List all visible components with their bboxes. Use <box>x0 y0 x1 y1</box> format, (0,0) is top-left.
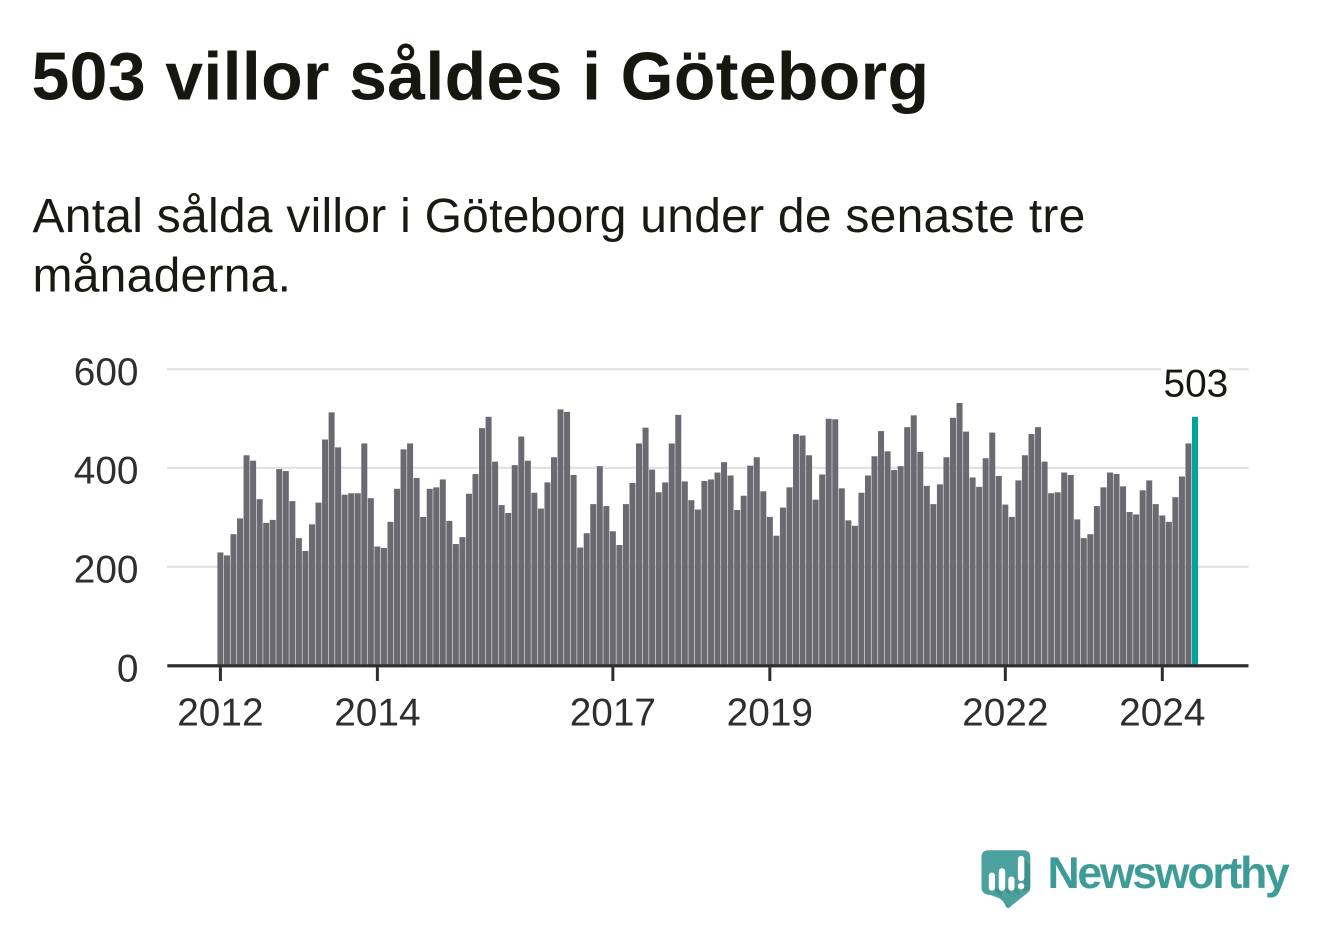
svg-text:503 villor såldes i Göteborg: 503 villor såldes i Göteborg <box>32 39 930 115</box>
svg-text:2019: 2019 <box>727 692 813 735</box>
svg-text:200: 200 <box>74 548 139 591</box>
svg-text:0: 0 <box>117 648 139 691</box>
svg-text:400: 400 <box>74 449 139 492</box>
svg-text:503: 503 <box>1164 362 1229 405</box>
svg-text:2017: 2017 <box>570 692 656 735</box>
svg-text:2024: 2024 <box>1119 692 1205 735</box>
svg-text:2014: 2014 <box>334 692 420 735</box>
svg-text:Newsworthy: Newsworthy <box>1048 849 1291 898</box>
svg-text:2012: 2012 <box>177 692 263 735</box>
svg-text:Antal sålda villor i Göteborg: Antal sålda villor i Göteborg under de s… <box>33 190 1086 243</box>
svg-text:månaderna.: månaderna. <box>33 250 292 303</box>
svg-text:600: 600 <box>74 351 139 394</box>
svg-text:2022: 2022 <box>962 692 1048 735</box>
